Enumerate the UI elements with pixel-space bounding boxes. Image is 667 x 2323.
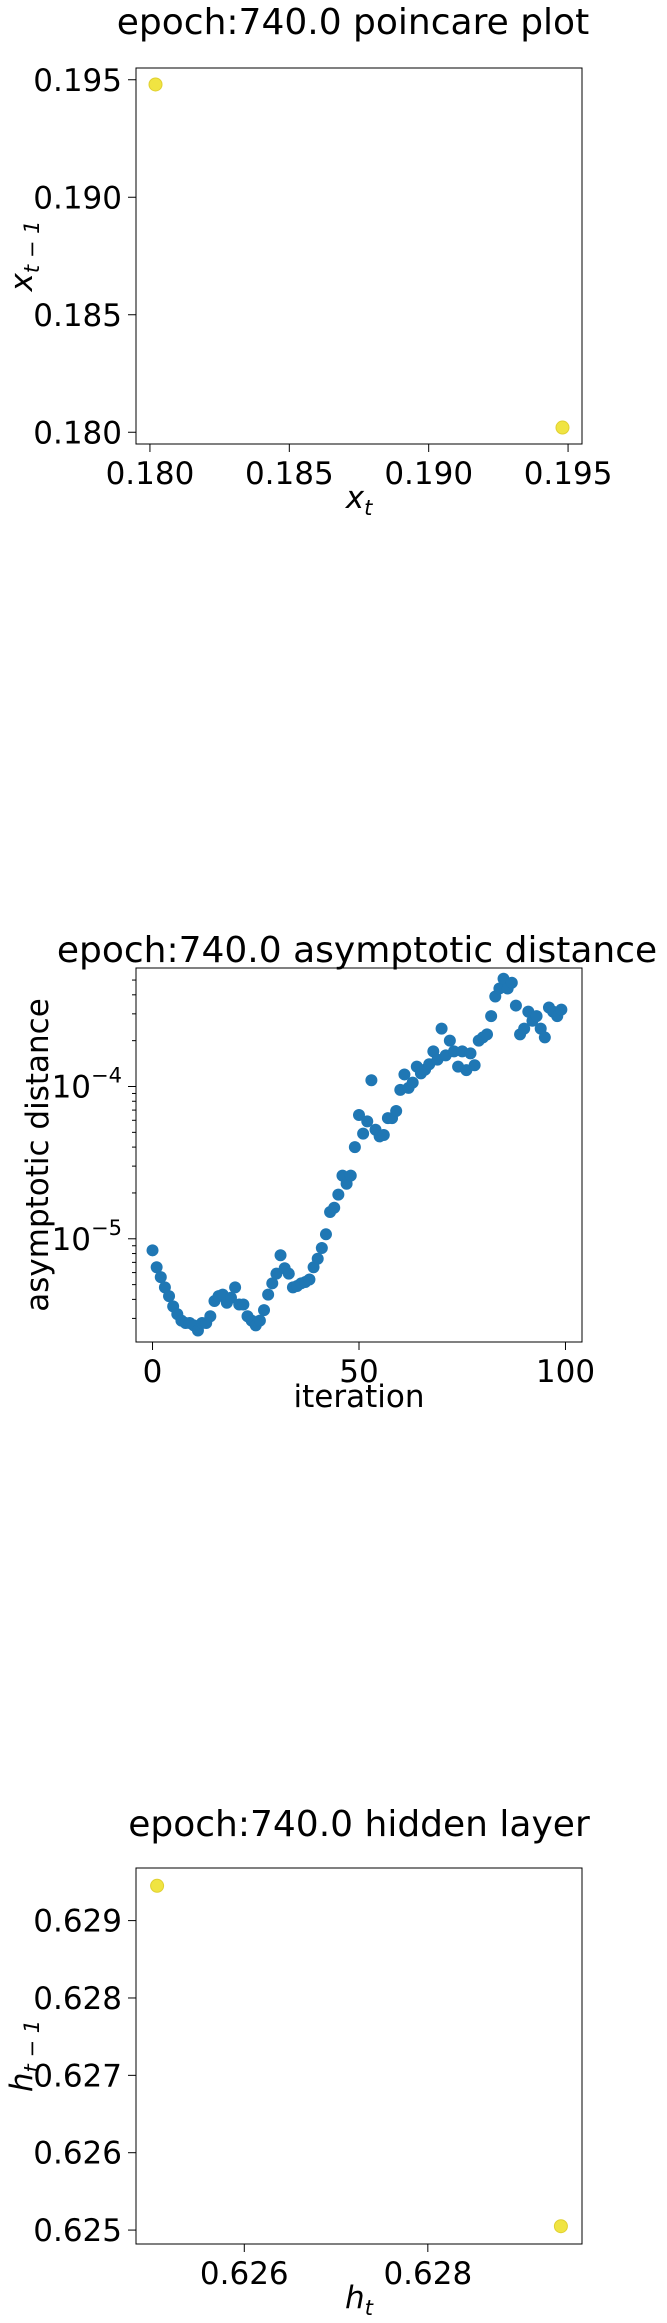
data-point bbox=[148, 77, 163, 92]
data-point bbox=[253, 1314, 266, 1327]
data-point bbox=[237, 1298, 250, 1311]
data-point bbox=[282, 1267, 295, 1280]
data-point bbox=[435, 1022, 448, 1035]
x-axis-label: ht bbox=[345, 2280, 374, 2320]
x-tick-label: 0 bbox=[143, 1354, 163, 1390]
x-tick-label: 0.195 bbox=[524, 456, 613, 492]
data-point bbox=[266, 1277, 279, 1290]
plot-frame bbox=[135, 67, 583, 445]
data-point bbox=[311, 1252, 324, 1265]
plot-frame bbox=[135, 967, 583, 1343]
y-tick-label: 0.195 bbox=[33, 63, 122, 99]
data-point bbox=[406, 1076, 419, 1089]
data-point bbox=[468, 1059, 481, 1072]
x-tick-label: 100 bbox=[536, 1354, 595, 1390]
data-point bbox=[390, 1105, 403, 1118]
plot-frame bbox=[135, 1867, 583, 2245]
data-point bbox=[443, 1034, 456, 1047]
data-point bbox=[303, 1273, 316, 1286]
hidden-layer-chart: epoch:740.0 hidden layer 0.626 0.628 0.62… bbox=[4, 1804, 590, 2320]
y-axis-ticks: 10−5 10−4 bbox=[52, 979, 136, 1319]
data-point bbox=[518, 1022, 531, 1035]
y-axis-label: xt − 1 bbox=[4, 221, 44, 293]
data-point bbox=[361, 1115, 374, 1128]
x-axis-label: iteration bbox=[294, 1379, 425, 1415]
x-axis-ticks: 0 50 100 bbox=[143, 1342, 595, 1390]
data-point bbox=[464, 1047, 477, 1060]
data-points bbox=[150, 1878, 568, 2234]
y-tick-label: 0.190 bbox=[33, 180, 122, 216]
data-point bbox=[154, 1271, 167, 1284]
data-point bbox=[357, 1127, 370, 1140]
y-tick-label: 0.629 bbox=[33, 1904, 122, 1940]
y-axis-label: ht − 1 bbox=[4, 2020, 44, 2092]
x-axis-ticks: 0.180 0.185 0.190 0.195 bbox=[106, 444, 613, 492]
data-point bbox=[398, 1068, 411, 1081]
data-point bbox=[555, 1003, 568, 1016]
y-tick-label: 10−4 bbox=[52, 1064, 122, 1106]
chart-title: epoch:740.0 hidden layer bbox=[128, 1804, 590, 1845]
x-tick-label: 0.190 bbox=[384, 456, 473, 492]
data-point bbox=[262, 1288, 275, 1301]
y-tick-label: 0.185 bbox=[33, 298, 122, 334]
y-axis-ticks: 0.180 0.185 0.190 0.195 bbox=[33, 63, 136, 451]
x-axis-ticks: 0.626 0.628 bbox=[200, 2244, 472, 2292]
data-point bbox=[274, 1249, 287, 1262]
data-point bbox=[344, 1169, 357, 1182]
data-point bbox=[505, 976, 518, 989]
y-axis-label: asymptotic distance bbox=[20, 998, 56, 1312]
y-tick-label: 10−5 bbox=[52, 1216, 122, 1258]
data-point bbox=[377, 1129, 390, 1142]
data-point bbox=[348, 1141, 361, 1154]
data-point bbox=[204, 1310, 217, 1323]
data-point bbox=[530, 1010, 543, 1023]
data-point bbox=[485, 1010, 498, 1023]
data-point bbox=[493, 982, 506, 995]
asymptotic-distance-chart: epoch:740.0 asymptotic distance 0 50 100 1… bbox=[20, 930, 657, 1415]
poincare-plot-chart: epoch:740.0 poincare plot 0.180 0.185 0.19… bbox=[4, 2, 612, 520]
data-points bbox=[148, 77, 570, 435]
data-point bbox=[224, 1291, 237, 1304]
data-point bbox=[163, 1290, 176, 1303]
data-point bbox=[146, 1244, 159, 1257]
chart-title: epoch:740.0 asymptotic distance bbox=[57, 930, 657, 971]
y-tick-label: 0.626 bbox=[33, 2136, 122, 2172]
data-point bbox=[365, 1074, 378, 1087]
data-point bbox=[538, 1031, 551, 1044]
x-axis-label: xt bbox=[345, 480, 373, 520]
x-tick-label: 0.185 bbox=[245, 456, 334, 492]
data-point bbox=[553, 2219, 568, 2234]
data-point bbox=[481, 1028, 494, 1041]
y-tick-label: 0.627 bbox=[33, 2058, 122, 2094]
data-point bbox=[509, 999, 522, 1012]
y-tick-label: 0.180 bbox=[33, 415, 122, 451]
data-point bbox=[150, 1878, 165, 1893]
chart-title: epoch:740.0 poincare plot bbox=[117, 2, 589, 43]
data-point bbox=[319, 1228, 332, 1241]
x-tick-label: 0.628 bbox=[383, 2256, 472, 2292]
data-point bbox=[353, 1108, 365, 1121]
data-point bbox=[555, 420, 570, 435]
y-axis-ticks: 0.625 0.626 0.627 0.628 0.629 bbox=[33, 1904, 136, 2249]
data-point bbox=[315, 1241, 328, 1254]
y-tick-label: 0.628 bbox=[33, 1981, 122, 2017]
data-point bbox=[328, 1201, 341, 1214]
y-tick-label: 0.625 bbox=[33, 2213, 122, 2249]
data-point bbox=[332, 1188, 345, 1201]
x-tick-label: 0.626 bbox=[200, 2256, 289, 2292]
data-points bbox=[146, 972, 568, 1337]
data-point bbox=[150, 1261, 163, 1274]
x-tick-label: 50 bbox=[339, 1354, 378, 1390]
data-point bbox=[229, 1281, 242, 1294]
data-point bbox=[258, 1304, 271, 1317]
x-tick-label: 0.180 bbox=[106, 456, 195, 492]
data-point bbox=[447, 1045, 460, 1058]
